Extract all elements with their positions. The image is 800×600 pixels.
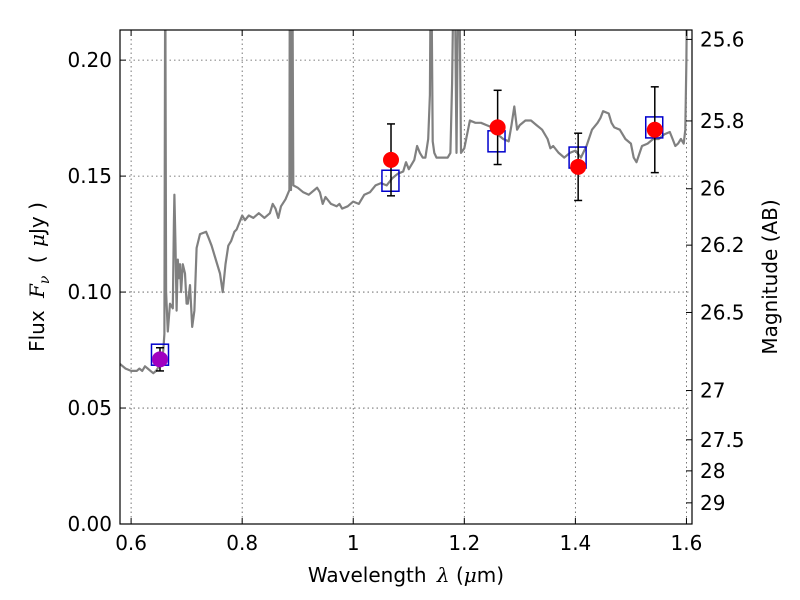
y2-tick-label: 29	[700, 491, 725, 515]
observed-flux-point	[151, 351, 168, 368]
plot-frame	[119, 29, 693, 525]
x-tick-label: 0.8	[226, 531, 258, 555]
y2-tick-label: 27.5	[700, 428, 745, 452]
y-tick-label: 0.05	[67, 396, 112, 420]
y2-tick-label: 26.2	[700, 233, 745, 257]
y-tick-label: 0.20	[67, 48, 112, 72]
observed-flux-point	[570, 158, 587, 175]
y2-axis-label: Magnitude (AB)	[758, 199, 782, 354]
y-axis-label: Flux Fν ( μJy )	[25, 202, 54, 352]
y2-tick-label: 25.6	[700, 27, 745, 51]
plot-series	[120, 30, 688, 375]
observed-flux-point	[489, 119, 506, 136]
y2-tick-label: 26.5	[700, 300, 745, 324]
y2-tick-label: 27	[700, 379, 725, 403]
y-tick-label: 0.00	[67, 512, 112, 536]
x-tick-label: 1.6	[671, 531, 703, 555]
x-tick-label: 0.6	[115, 531, 147, 555]
y2-tick-label: 28	[700, 459, 725, 483]
y2-tick-label: 25.8	[700, 109, 745, 133]
y-tick-label: 0.10	[67, 280, 112, 304]
y2-axis-ticks: 25.6 25.8 26 26.2 26.5 27 27.5 28 29	[686, 27, 745, 515]
x-axis-ticks: 0.6 0.8 1 1.2 1.4 1.6	[115, 30, 702, 555]
observed-flux-point	[383, 151, 400, 168]
y-axis-ticks: 0.00 0.05 0.10 0.15 0.20	[67, 48, 126, 536]
y-tick-label: 0.15	[67, 164, 112, 188]
y2-tick-label: 26	[700, 177, 725, 201]
observed-flux-point	[646, 121, 663, 138]
x-tick-label: 1	[347, 531, 360, 555]
x-tick-label: 1.2	[448, 531, 480, 555]
x-tick-label: 1.4	[559, 531, 591, 555]
x-axis-label: Wavelength λ (μm)	[308, 563, 504, 587]
